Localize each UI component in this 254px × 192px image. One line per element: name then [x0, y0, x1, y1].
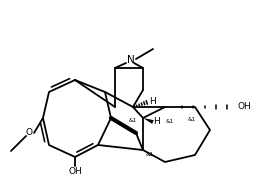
- Text: N: N: [126, 55, 134, 65]
- Text: &1: &1: [165, 119, 173, 124]
- Text: OH: OH: [237, 103, 251, 112]
- Text: &1: &1: [187, 118, 195, 122]
- Text: H: H: [153, 118, 160, 127]
- Polygon shape: [142, 118, 153, 124]
- Text: H: H: [149, 98, 156, 107]
- Text: &1: &1: [145, 152, 153, 157]
- Text: O: O: [25, 128, 32, 137]
- Text: &1: &1: [128, 118, 137, 123]
- Text: OH: OH: [68, 167, 82, 176]
